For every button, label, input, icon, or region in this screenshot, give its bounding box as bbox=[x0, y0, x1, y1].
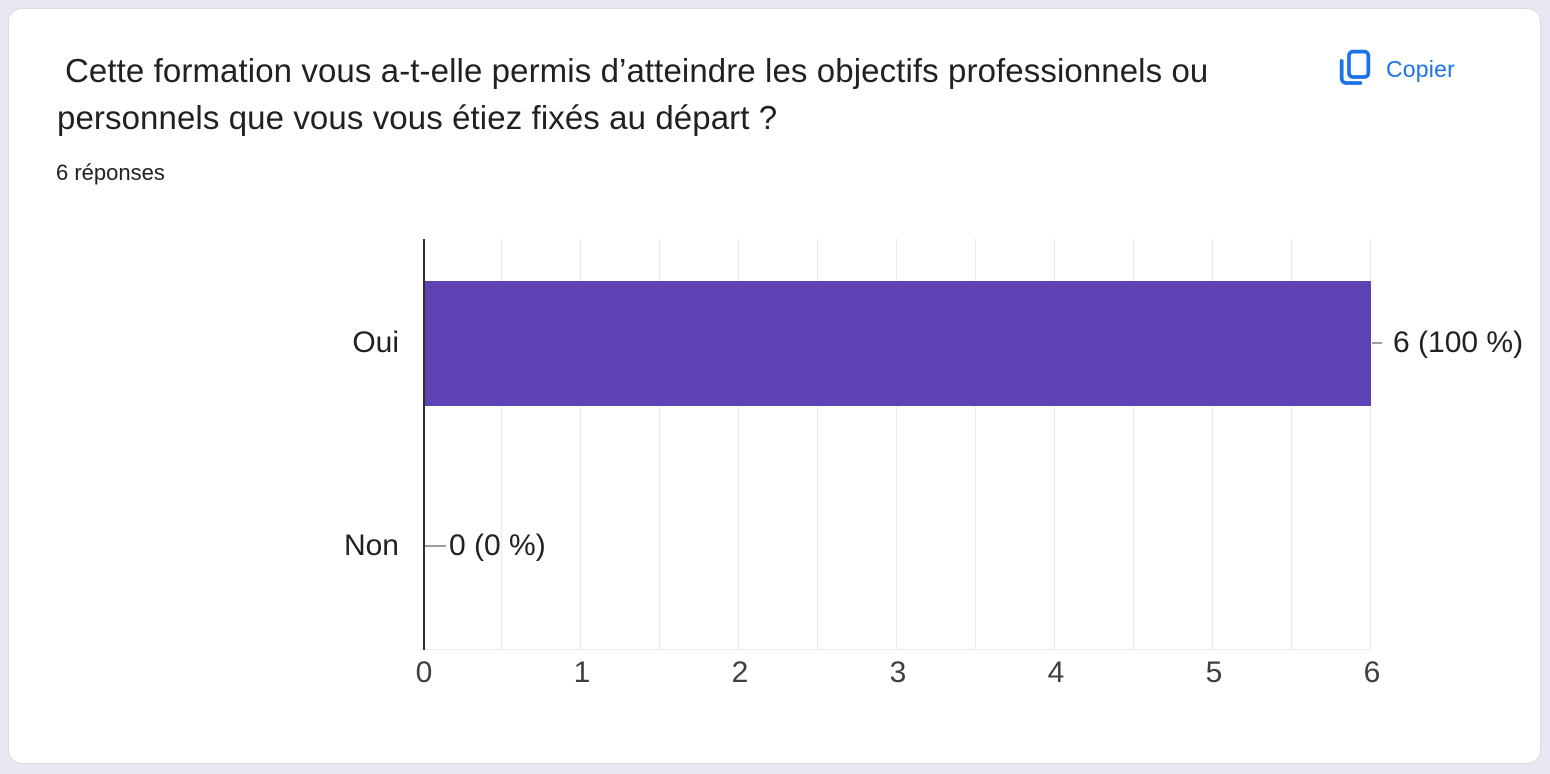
x-tick-5: 5 bbox=[1205, 656, 1223, 689]
chart-card: Cette formation vous a-t-elle permis d’a… bbox=[8, 8, 1541, 764]
x-tick-6: 6 bbox=[1363, 656, 1381, 689]
x-tick-4: 4 bbox=[1047, 656, 1065, 689]
copy-button[interactable]: Copier bbox=[1331, 45, 1459, 93]
x-tick-3: 3 bbox=[889, 656, 907, 689]
copy-icon bbox=[1335, 49, 1371, 89]
category-label-oui: Oui bbox=[352, 326, 399, 359]
bar-oui[interactable] bbox=[425, 281, 1371, 406]
x-tick-1: 1 bbox=[573, 656, 591, 689]
x-tick-0: 0 bbox=[415, 656, 433, 689]
y-axis-line bbox=[423, 239, 425, 650]
responses-count: 6 réponses bbox=[56, 160, 165, 185]
value-tick-oui bbox=[1372, 342, 1382, 344]
chart-title: Cette formation vous a-t-elle permis d’a… bbox=[57, 52, 1209, 136]
value-tick-non bbox=[425, 545, 446, 547]
value-label-oui: 6 (100 %) bbox=[1393, 326, 1524, 359]
copy-button-label: Copier bbox=[1386, 55, 1455, 82]
value-label-non: 0 (0 %) bbox=[449, 529, 546, 562]
x-tick-2: 2 bbox=[731, 656, 749, 689]
category-label-non: Non bbox=[343, 529, 399, 562]
